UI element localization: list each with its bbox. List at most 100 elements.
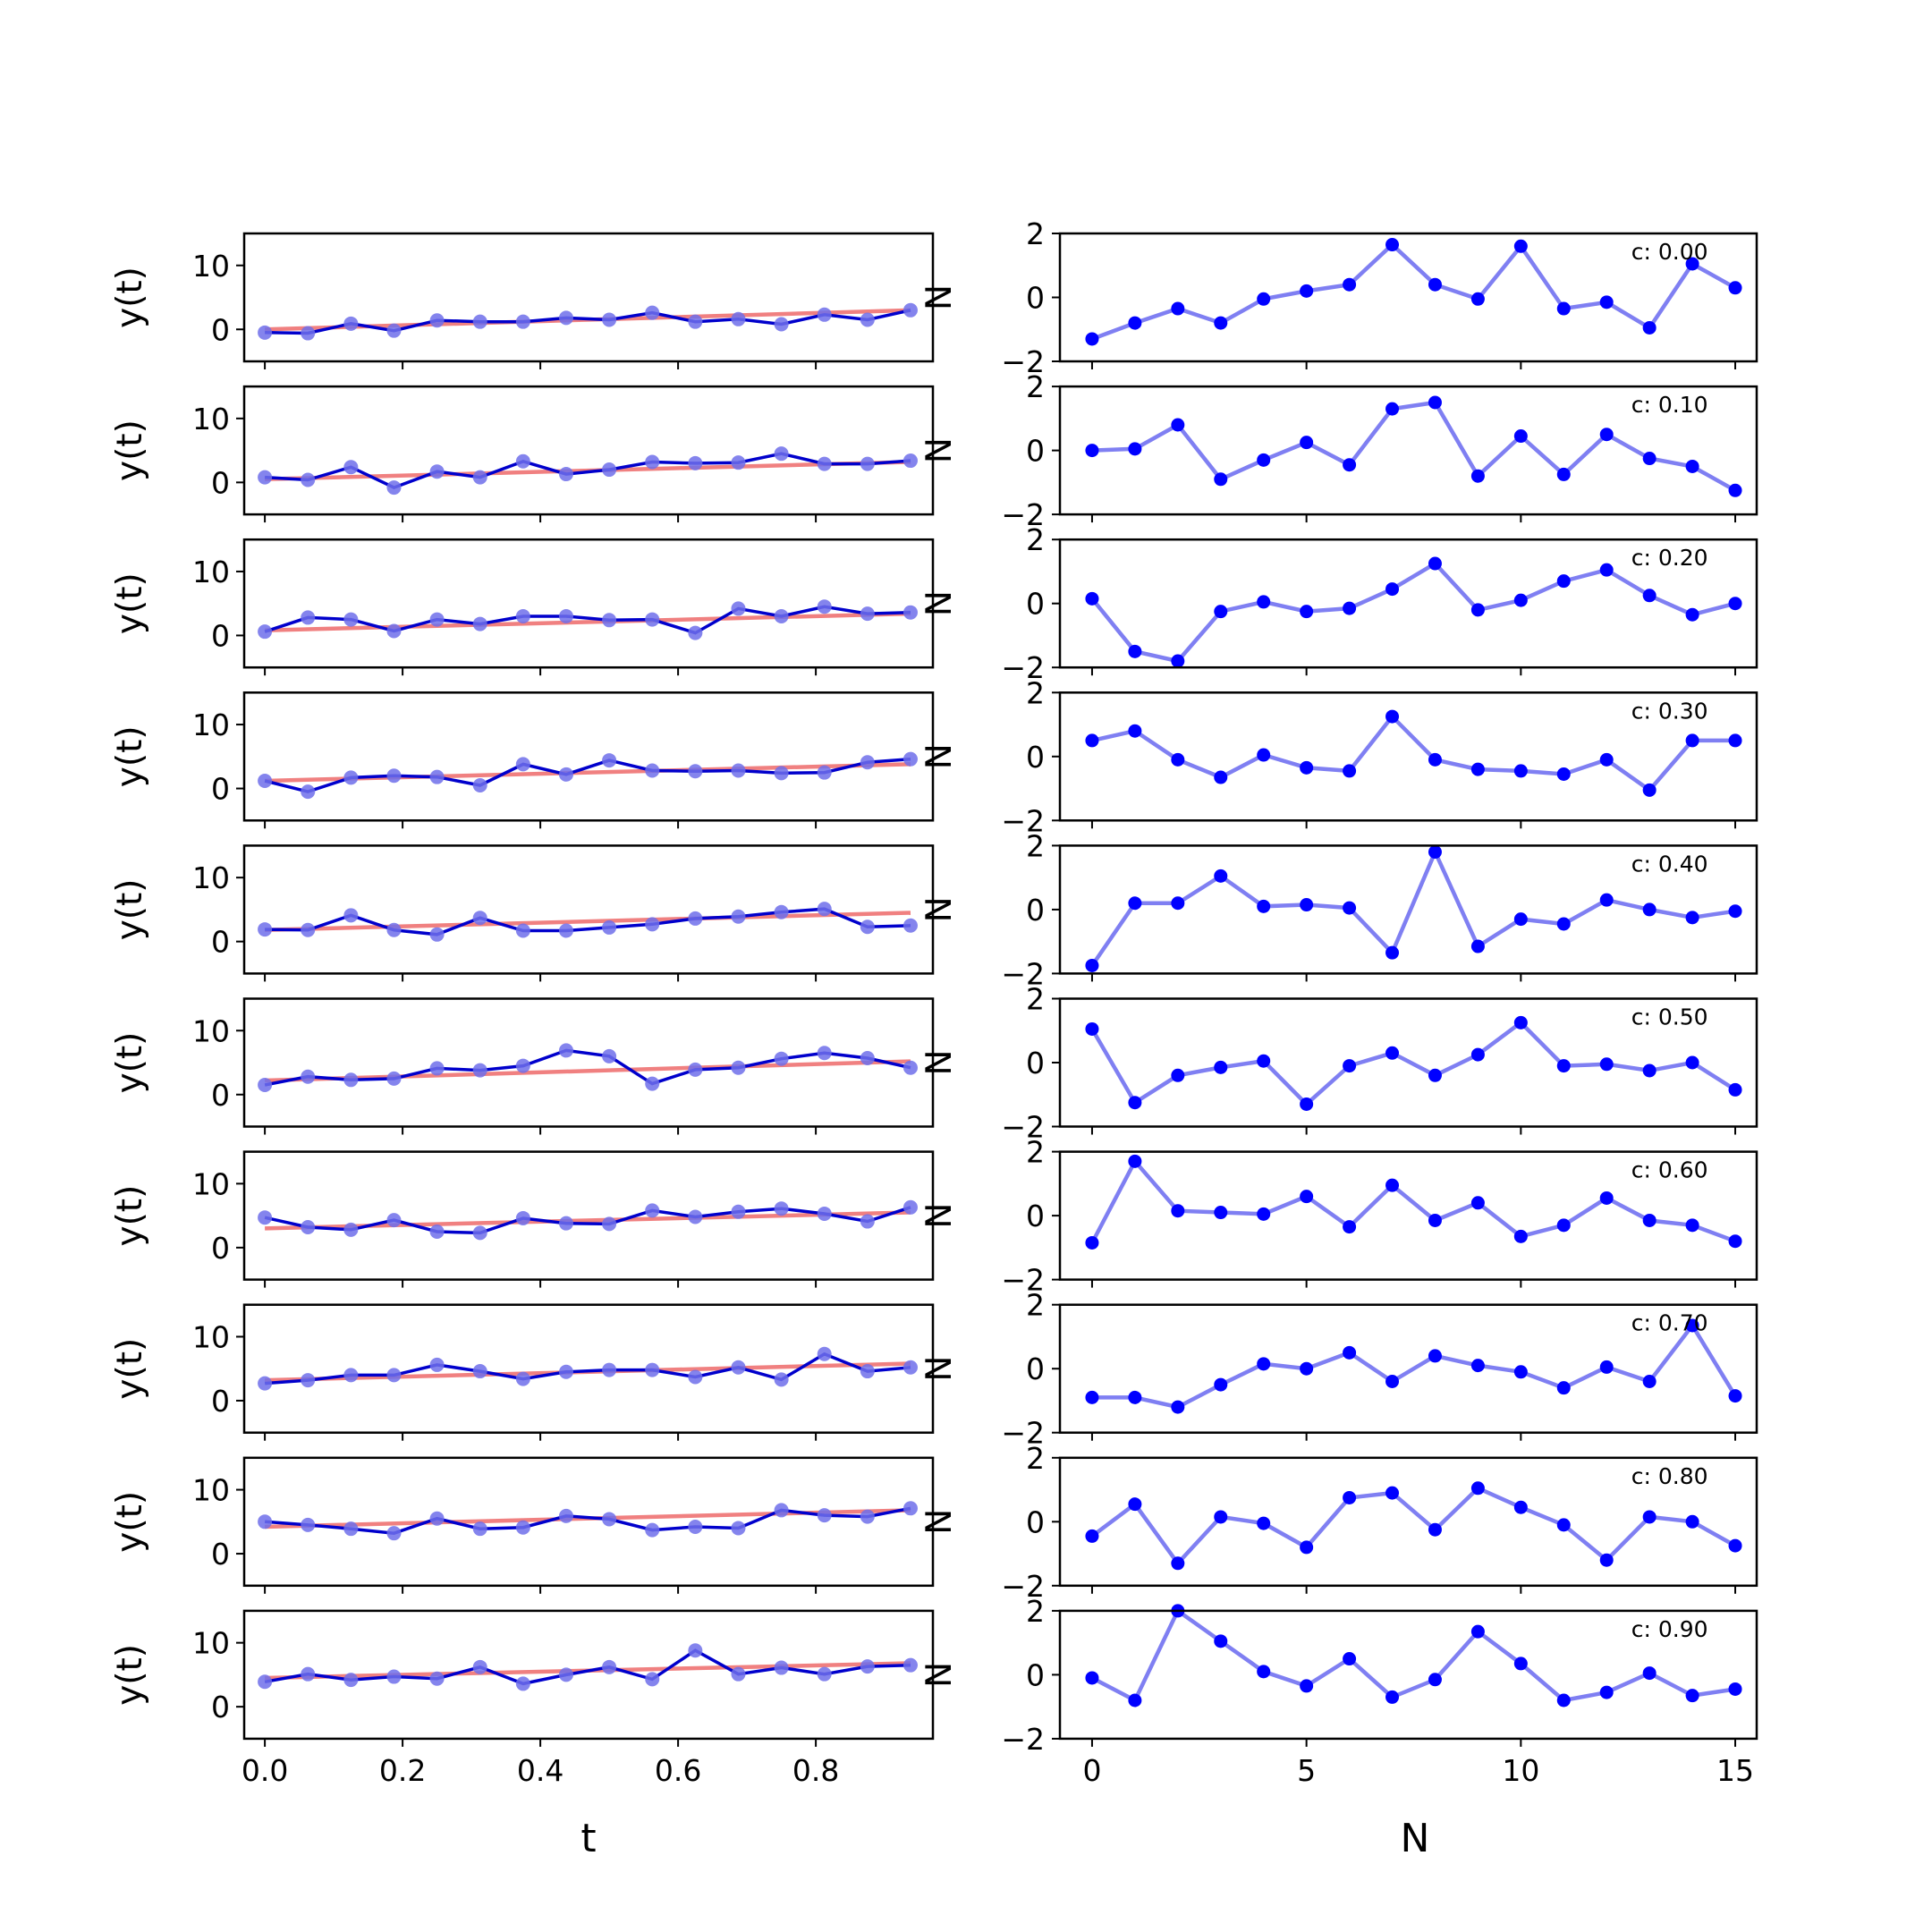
series-point bbox=[1214, 605, 1228, 619]
right-panel-frame bbox=[1058, 538, 1758, 669]
x-tick-label: 0.0 bbox=[242, 1753, 288, 1788]
y-tick-label: −2 bbox=[1001, 1110, 1045, 1145]
right-y-axis-label: N bbox=[919, 1356, 960, 1382]
y-tick-label: −2 bbox=[1001, 1722, 1045, 1757]
left-panel-frame bbox=[242, 844, 935, 975]
y-axis-label: y(t) bbox=[110, 878, 150, 940]
y-tick-label: −2 bbox=[1001, 956, 1045, 991]
series-point bbox=[1556, 1059, 1571, 1073]
series-point bbox=[1599, 1057, 1614, 1072]
series-point bbox=[1599, 1191, 1614, 1205]
data-point bbox=[472, 777, 487, 792]
series-point bbox=[1428, 556, 1442, 571]
series-point bbox=[1428, 395, 1442, 410]
left-plot-area bbox=[258, 1043, 918, 1093]
series-point bbox=[1728, 1082, 1742, 1097]
data-point bbox=[817, 1206, 832, 1221]
series-point bbox=[1642, 1666, 1657, 1681]
data-line bbox=[264, 1352, 911, 1385]
data-point bbox=[902, 1657, 918, 1673]
data-point bbox=[258, 624, 273, 640]
y-tick-label: 0 bbox=[1026, 434, 1045, 469]
series-point bbox=[1599, 893, 1614, 907]
data-point bbox=[258, 1078, 273, 1093]
series-point bbox=[1513, 239, 1528, 253]
series-point bbox=[1257, 748, 1271, 762]
series-point bbox=[1599, 295, 1614, 309]
data-point bbox=[558, 1508, 573, 1523]
series-point bbox=[1513, 1229, 1528, 1243]
left-panel-frame bbox=[242, 1609, 935, 1741]
series-point bbox=[1085, 1671, 1099, 1685]
x-tick-label: 5 bbox=[1297, 1753, 1316, 1788]
data-point bbox=[258, 1514, 273, 1530]
right-panel-5: −2 0 2 Nc: 0.40 bbox=[919, 828, 1758, 991]
right-panel-frame bbox=[1058, 691, 1758, 822]
series-point bbox=[1214, 1377, 1228, 1392]
data-point bbox=[515, 1676, 530, 1691]
y-tick-label: −2 bbox=[1001, 1569, 1045, 1604]
left-plot-area bbox=[258, 902, 918, 942]
series-point bbox=[1685, 733, 1699, 748]
left-panel-1: 0 10 y(t) bbox=[110, 232, 935, 369]
data-point bbox=[817, 902, 832, 917]
data-point bbox=[645, 305, 660, 320]
right-plot-area bbox=[1085, 1154, 1742, 1250]
series-point bbox=[1300, 605, 1314, 619]
data-point bbox=[558, 923, 573, 938]
data-point bbox=[731, 1204, 746, 1219]
y-tick-label: 0 bbox=[211, 925, 230, 960]
series-point bbox=[1470, 1196, 1485, 1210]
data-point bbox=[386, 1213, 402, 1228]
data-point bbox=[645, 454, 660, 470]
y-tick-label: 10 bbox=[192, 1626, 230, 1661]
data-point bbox=[817, 1046, 832, 1061]
y-tick-label: −2 bbox=[1001, 497, 1045, 532]
series-point bbox=[1428, 1068, 1442, 1082]
series-point bbox=[1214, 770, 1228, 784]
y-tick-label: −2 bbox=[1001, 650, 1045, 685]
series-point bbox=[1385, 945, 1400, 960]
data-point bbox=[429, 769, 445, 784]
right-x-axis-label: N bbox=[1401, 1816, 1430, 1861]
series-point bbox=[1257, 1357, 1271, 1371]
left-plot-area bbox=[258, 1643, 918, 1691]
series-point bbox=[1128, 1096, 1142, 1110]
series-line bbox=[1090, 1486, 1737, 1567]
series-point bbox=[1470, 603, 1485, 617]
y-tick-label: 10 bbox=[192, 708, 230, 742]
series-point bbox=[1343, 1652, 1357, 1666]
data-point bbox=[472, 1063, 487, 1078]
right-panel-frame bbox=[1058, 385, 1758, 516]
series-line bbox=[1092, 1321, 1737, 1410]
data-line bbox=[264, 1048, 911, 1087]
data-point bbox=[515, 923, 530, 938]
series-point bbox=[1513, 593, 1528, 607]
series-point bbox=[1385, 1178, 1400, 1192]
y-axis-label: y(t) bbox=[110, 1185, 150, 1247]
right-panel-frame bbox=[1058, 1150, 1758, 1281]
data-point bbox=[558, 609, 573, 623]
data-point bbox=[860, 1364, 875, 1379]
data-point bbox=[817, 765, 832, 780]
series-point bbox=[1642, 1375, 1657, 1388]
right-plot-area bbox=[1085, 1604, 1742, 1707]
series-point bbox=[1300, 1679, 1314, 1693]
series-point bbox=[1257, 1207, 1271, 1221]
data-point bbox=[301, 610, 316, 625]
data-point bbox=[429, 313, 445, 328]
data-line bbox=[264, 757, 911, 793]
right-panel-frame bbox=[1058, 1609, 1758, 1741]
y-tick-label: 2 bbox=[1026, 369, 1045, 404]
series-point bbox=[1428, 845, 1442, 860]
y-tick-label: 10 bbox=[192, 1319, 230, 1354]
y-tick-label: 2 bbox=[1026, 216, 1045, 251]
data-point bbox=[429, 464, 445, 479]
data-point bbox=[774, 1503, 789, 1518]
right-panel-6: −2 0 2 Nc: 0.50 bbox=[919, 982, 1758, 1145]
series-point bbox=[1470, 469, 1485, 483]
data-point bbox=[860, 312, 875, 327]
series-point bbox=[1085, 1235, 1099, 1250]
data-point bbox=[472, 1364, 487, 1379]
